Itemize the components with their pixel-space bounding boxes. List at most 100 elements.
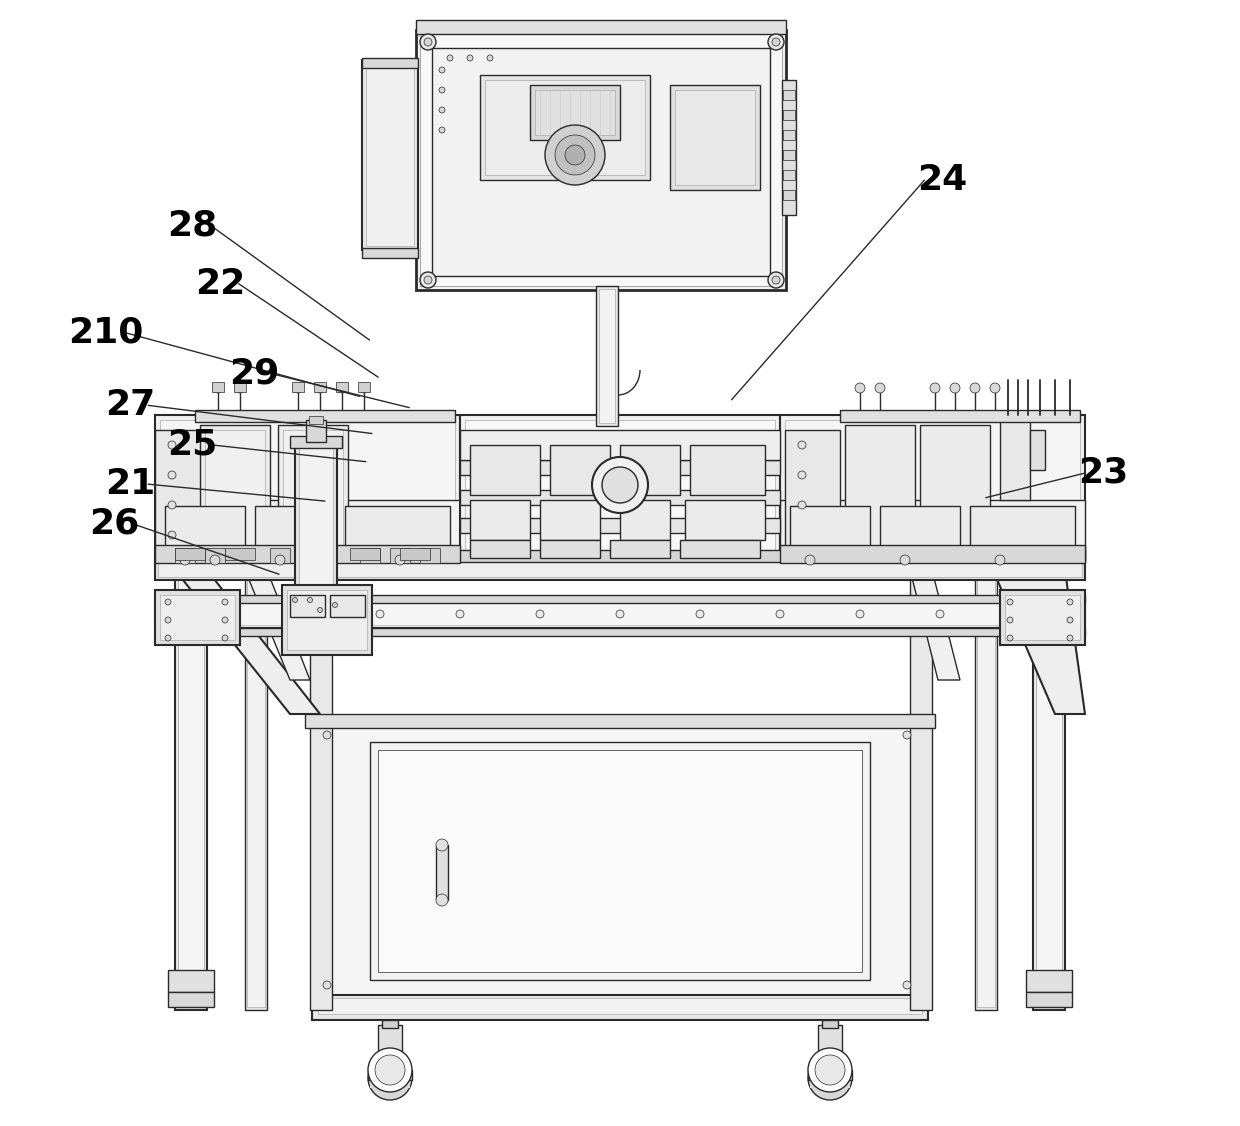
Bar [378, 1025, 402, 1070]
Bar [370, 1067, 410, 1088]
Bar [460, 518, 780, 533]
Bar [362, 248, 418, 258]
Bar [195, 410, 455, 422]
Circle shape [768, 34, 784, 50]
Bar [780, 500, 1085, 560]
Circle shape [424, 276, 432, 284]
Bar [780, 545, 1085, 563]
Bar [175, 548, 195, 563]
Text: 23: 23 [1079, 456, 1128, 490]
Bar [975, 570, 997, 1010]
Bar [780, 415, 1085, 560]
Bar [610, 540, 670, 558]
Circle shape [322, 731, 331, 739]
Bar [529, 84, 620, 140]
Bar [175, 570, 207, 1010]
Bar [340, 610, 370, 638]
Bar [977, 573, 994, 1007]
Circle shape [165, 635, 171, 641]
Bar [470, 540, 529, 558]
Bar [366, 64, 414, 245]
Circle shape [167, 501, 176, 509]
Circle shape [556, 135, 595, 175]
Bar [299, 444, 334, 598]
Text: 26: 26 [89, 507, 139, 540]
Circle shape [856, 383, 866, 393]
Bar [278, 425, 348, 555]
Bar [165, 506, 246, 554]
Bar [281, 586, 372, 655]
Bar [330, 595, 365, 617]
Bar [155, 595, 1085, 604]
Circle shape [487, 55, 494, 61]
Circle shape [990, 383, 999, 393]
Bar [539, 540, 600, 558]
Bar [1030, 430, 1045, 470]
Circle shape [467, 55, 472, 61]
Bar [155, 545, 460, 563]
Circle shape [360, 383, 370, 393]
Circle shape [222, 599, 228, 605]
Circle shape [601, 467, 639, 503]
Circle shape [322, 981, 331, 989]
Bar [368, 1070, 412, 1080]
Bar [312, 720, 928, 995]
Circle shape [950, 383, 960, 393]
Bar [155, 600, 1085, 628]
Bar [465, 420, 775, 555]
Circle shape [930, 383, 940, 393]
Bar [224, 548, 255, 560]
Circle shape [337, 383, 347, 393]
Circle shape [808, 1056, 852, 1100]
Bar [290, 595, 325, 617]
Circle shape [436, 894, 448, 906]
Bar [844, 425, 915, 555]
Bar [460, 461, 780, 475]
Circle shape [565, 145, 585, 166]
Bar [234, 382, 246, 392]
Bar [684, 500, 765, 540]
Bar [167, 992, 215, 1007]
Bar [155, 558, 1085, 580]
Bar [295, 440, 337, 602]
Circle shape [332, 602, 337, 608]
Circle shape [374, 1055, 405, 1085]
Bar [1004, 595, 1080, 640]
Bar [822, 1020, 838, 1028]
Bar [1025, 992, 1073, 1007]
Circle shape [439, 127, 445, 133]
Bar [360, 548, 379, 563]
Text: 210: 210 [68, 315, 143, 349]
Bar [212, 382, 224, 392]
Circle shape [167, 471, 176, 479]
Circle shape [994, 555, 1004, 565]
Bar [432, 48, 770, 276]
Bar [596, 286, 618, 426]
Bar [309, 415, 322, 425]
Circle shape [293, 383, 303, 393]
Bar [420, 548, 440, 563]
Circle shape [815, 1055, 844, 1085]
Bar [470, 445, 539, 495]
Circle shape [856, 610, 864, 618]
Bar [1035, 573, 1061, 1007]
Circle shape [396, 555, 405, 565]
Bar [155, 549, 1085, 562]
Circle shape [768, 272, 784, 288]
Circle shape [773, 38, 780, 46]
Bar [306, 420, 326, 443]
Circle shape [315, 383, 325, 393]
Bar [460, 430, 780, 461]
Text: 24: 24 [918, 163, 967, 197]
Circle shape [799, 441, 806, 449]
Bar [485, 80, 645, 175]
Bar [999, 590, 1085, 645]
Bar [551, 445, 610, 495]
Bar [175, 548, 205, 560]
Bar [808, 1070, 852, 1080]
Bar [1025, 969, 1073, 992]
Bar [599, 289, 615, 423]
Circle shape [456, 610, 464, 618]
Circle shape [439, 87, 445, 93]
Bar [470, 500, 529, 540]
